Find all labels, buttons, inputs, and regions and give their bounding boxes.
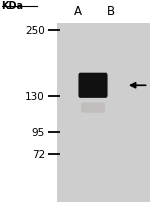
FancyBboxPatch shape bbox=[81, 103, 105, 113]
Text: KDa: KDa bbox=[2, 1, 24, 11]
Text: 95: 95 bbox=[32, 127, 45, 137]
FancyBboxPatch shape bbox=[78, 73, 108, 98]
Text: 130: 130 bbox=[25, 92, 45, 102]
Text: A: A bbox=[74, 5, 82, 18]
Text: B: B bbox=[107, 5, 115, 18]
Text: 72: 72 bbox=[32, 149, 45, 160]
Bar bbox=[57, 24, 150, 202]
Text: 250: 250 bbox=[25, 26, 45, 36]
